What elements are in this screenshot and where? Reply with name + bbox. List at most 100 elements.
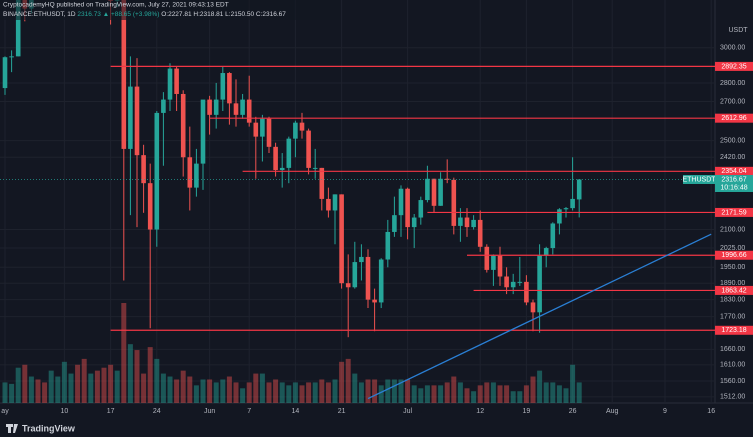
candle-body	[438, 178, 443, 206]
x-tick-label: 7	[247, 408, 251, 415]
level-label: 2612.96	[721, 115, 746, 122]
volume-bar	[510, 391, 516, 403]
candle-body	[378, 259, 384, 303]
candle-body	[451, 179, 457, 226]
ticker-label: ETHUSDT	[682, 176, 716, 183]
candle-body	[161, 99, 166, 113]
x-tick-label: 24	[153, 408, 161, 415]
candle-body	[227, 73, 232, 104]
candle-body	[431, 178, 437, 206]
volume-bar	[28, 376, 34, 403]
volume-bar	[253, 373, 259, 403]
volume-bar	[200, 379, 206, 403]
volume-bar	[484, 382, 490, 403]
volume-bar	[292, 382, 298, 403]
grid	[0, 0, 715, 403]
x-tick-label: 12	[476, 408, 484, 415]
candle-body	[385, 231, 391, 260]
volume-bar	[42, 382, 48, 403]
candle-body	[524, 281, 529, 303]
candle-body	[326, 198, 331, 211]
volume-bar	[398, 379, 404, 403]
candle-body	[260, 118, 265, 137]
volume-bar	[306, 382, 312, 403]
x-tick-label: 14	[292, 408, 300, 415]
volume-bar	[385, 379, 391, 403]
volume-bar	[576, 382, 582, 403]
volume-bar	[22, 364, 28, 403]
candle-body	[299, 122, 305, 131]
candle-body	[563, 208, 569, 210]
x-tick-label: 17	[107, 408, 115, 415]
y-tick-label: 2100.00	[720, 226, 745, 233]
candle-body	[266, 118, 272, 147]
candle-body	[530, 302, 536, 313]
y-tick-label: 1660.00	[720, 346, 745, 353]
candle-body	[180, 93, 186, 158]
volume-bar	[391, 379, 397, 403]
candle-body	[339, 194, 344, 284]
volume-bar	[233, 382, 239, 403]
volume-bar	[570, 364, 576, 403]
volume-bar	[517, 391, 523, 403]
price-label: 2316.67	[721, 176, 746, 183]
price-tag	[715, 174, 753, 192]
candle-body	[365, 256, 371, 300]
candle-body	[279, 167, 285, 171]
volume-bar	[266, 382, 272, 403]
volume-bar	[537, 370, 543, 403]
candle-body	[497, 255, 503, 277]
candle-body	[398, 188, 404, 216]
volume-bar	[543, 382, 549, 403]
level-tag	[715, 166, 753, 176]
candle-body	[491, 255, 496, 270]
volume-bar	[451, 376, 457, 403]
volume-bar	[563, 388, 569, 403]
volume-bar	[180, 370, 186, 403]
volume-bar	[134, 350, 140, 403]
volume-bar	[339, 361, 345, 403]
volume-bar	[207, 379, 213, 403]
candle-body	[312, 167, 318, 169]
candles	[2, 0, 582, 338]
candle-body	[345, 283, 351, 288]
candle-body	[557, 209, 562, 224]
candle-body	[332, 194, 338, 211]
candle-body	[9, 56, 14, 58]
candle-body	[537, 255, 542, 313]
y-tick-label: 1610.00	[720, 362, 745, 369]
x-tick-label: Jul	[403, 408, 412, 415]
x-tick-label: 9	[663, 408, 667, 415]
candle-body	[372, 299, 377, 303]
volume-bar	[220, 379, 226, 403]
volume-bar	[319, 379, 325, 403]
volume-bar	[160, 373, 166, 403]
candle-body	[187, 157, 193, 188]
volume-bar	[213, 382, 219, 403]
brand: TradingView	[22, 423, 76, 433]
level-label: 1996.66	[721, 252, 746, 259]
volume-bar	[438, 385, 444, 403]
candle-body	[134, 86, 140, 156]
candle-body	[477, 219, 483, 247]
candle-body	[464, 217, 470, 228]
candle-body	[194, 163, 199, 188]
ohlc: O:2227.81 H:2318.81 L:2150.50 C:2316.67	[161, 11, 286, 18]
volume-bar	[279, 382, 285, 403]
ticker-tag	[683, 174, 715, 184]
volume-bar	[81, 358, 87, 403]
volume-bar	[174, 379, 180, 403]
y-tick-label: 2420.00	[720, 154, 745, 161]
x-tick-label: 19	[523, 408, 531, 415]
volume-bar	[48, 370, 54, 403]
candle-body	[359, 256, 364, 263]
volume-bar	[61, 361, 67, 403]
volume-bar	[405, 379, 411, 403]
volume-bar	[108, 364, 114, 403]
candle-body	[167, 68, 173, 100]
volume-bar	[358, 382, 364, 403]
level-tag	[715, 61, 753, 71]
y-tick-label: 2025.00	[720, 245, 745, 252]
volume-bar	[365, 379, 371, 403]
candle-body	[471, 219, 476, 228]
